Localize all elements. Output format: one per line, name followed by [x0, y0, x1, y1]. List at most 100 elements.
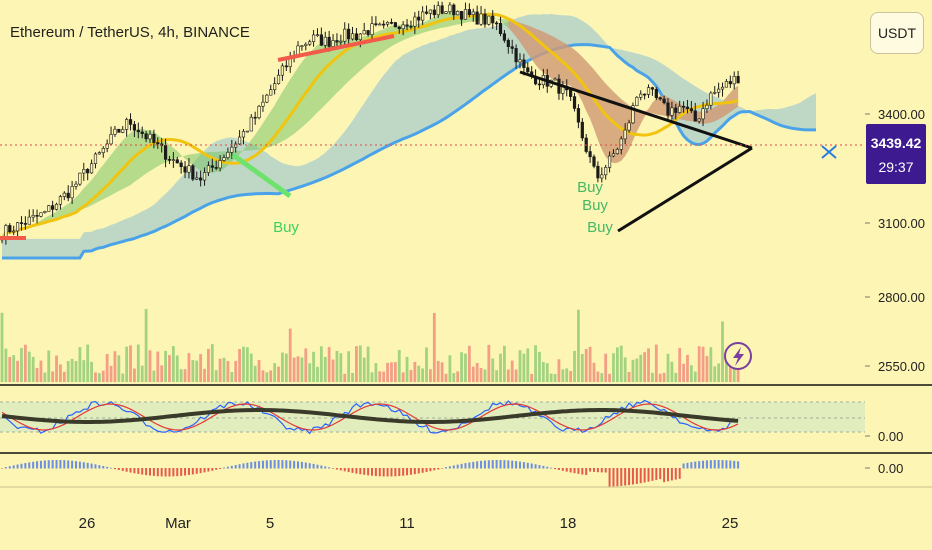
- candle-body: [397, 26, 401, 30]
- candle-body: [70, 186, 74, 199]
- volume-bar: [4, 348, 8, 382]
- histogram-bar: [608, 468, 611, 487]
- candle: [187, 158, 191, 179]
- candle-body: [592, 156, 596, 167]
- support-mark: [231, 152, 292, 199]
- histogram-bar: [168, 468, 171, 477]
- candle: [428, 9, 433, 20]
- histogram-bar: [176, 468, 179, 477]
- histogram-bar: [184, 468, 187, 476]
- volume-bar: [140, 365, 144, 382]
- histogram-bar: [273, 460, 276, 469]
- candle: [701, 101, 705, 127]
- volume-bar: [234, 360, 238, 382]
- histogram-bar: [600, 468, 603, 473]
- candle: [206, 161, 211, 177]
- histogram-bar: [51, 460, 54, 469]
- volume-bar: [721, 321, 724, 382]
- candle-body: [596, 165, 600, 179]
- volume-bar: [448, 355, 452, 382]
- candle-body: [580, 121, 584, 139]
- x-tick-label: 18: [560, 515, 577, 532]
- candle-body: [179, 162, 183, 167]
- candle-body: [475, 11, 479, 25]
- volume-bar: [304, 348, 308, 382]
- histogram-bar: [324, 466, 327, 469]
- volume-bar: [483, 369, 487, 382]
- candle-body: [109, 134, 113, 145]
- candle: [74, 180, 78, 190]
- volume-bar: [503, 345, 506, 382]
- histogram-bar: [729, 460, 732, 469]
- candle-body: [66, 192, 70, 199]
- volume-bar: [417, 365, 421, 382]
- histogram-bar: [187, 468, 190, 476]
- histogram-bar: [686, 462, 689, 469]
- candle-body: [479, 13, 483, 25]
- candle-body: [378, 23, 382, 26]
- volume-bars: [0, 308, 740, 382]
- volume-bar: [701, 346, 705, 382]
- histogram-bar: [480, 460, 483, 469]
- y-tick-label: 0.00: [878, 429, 903, 444]
- histogram-bar: [129, 468, 132, 473]
- histogram-bar: [596, 468, 599, 473]
- candle-body: [432, 9, 436, 16]
- histogram-bar: [698, 461, 701, 469]
- volume-bar: [444, 373, 448, 382]
- volume-bar: [436, 360, 440, 382]
- candle: [717, 82, 721, 98]
- histogram-bar: [491, 460, 494, 469]
- candle-body: [152, 133, 156, 143]
- volume-bar: [300, 357, 304, 382]
- volume-bar: [27, 351, 31, 382]
- volume-bar: [538, 351, 541, 382]
- candle: [475, 5, 479, 25]
- histogram-bar: [250, 462, 253, 469]
- candle-body: [487, 15, 491, 25]
- volume-bar: [105, 354, 109, 382]
- candle-body: [327, 36, 331, 47]
- candle-body: [697, 118, 701, 122]
- y-tick-label: 3400.00: [878, 107, 925, 122]
- histogram-bar: [667, 468, 669, 482]
- candle-body: [300, 45, 304, 47]
- candle: [510, 39, 514, 54]
- candle-body: [724, 81, 729, 88]
- x-tick-label: 26: [79, 515, 96, 532]
- histogram-bar: [63, 460, 66, 469]
- histogram-bar: [690, 462, 693, 469]
- candle: [393, 22, 397, 28]
- candle-body: [607, 155, 612, 168]
- volume-bar: [705, 355, 709, 382]
- volume-bar: [639, 354, 643, 382]
- histogram-bar: [519, 461, 521, 469]
- histogram-bar: [219, 468, 222, 469]
- candle-body: [249, 116, 253, 132]
- volume-bar: [534, 345, 537, 382]
- candle: [105, 139, 109, 153]
- currency-button[interactable]: USDT: [870, 12, 924, 54]
- buy-signal: Buy: [577, 179, 603, 196]
- volume-bar: [148, 350, 152, 382]
- volume-bar: [339, 353, 343, 382]
- volume-bar: [175, 355, 179, 382]
- price-tag-countdown: 29:37: [878, 159, 913, 175]
- candle-body: [358, 33, 362, 41]
- histogram-bar: [433, 468, 436, 471]
- candle: [448, 2, 452, 15]
- volume-bar: [214, 370, 218, 382]
- ma-ribbon-bear: [508, 19, 739, 164]
- histogram-bar: [164, 468, 167, 477]
- candle: [409, 20, 413, 30]
- histogram-bar: [86, 462, 89, 469]
- candle-body: [132, 124, 137, 131]
- volume-bar: [230, 371, 234, 382]
- histogram-bar: [725, 460, 728, 469]
- volume-bar: [277, 366, 280, 382]
- candle: [732, 71, 736, 90]
- histogram-bar: [487, 460, 490, 469]
- candle-body: [58, 196, 63, 205]
